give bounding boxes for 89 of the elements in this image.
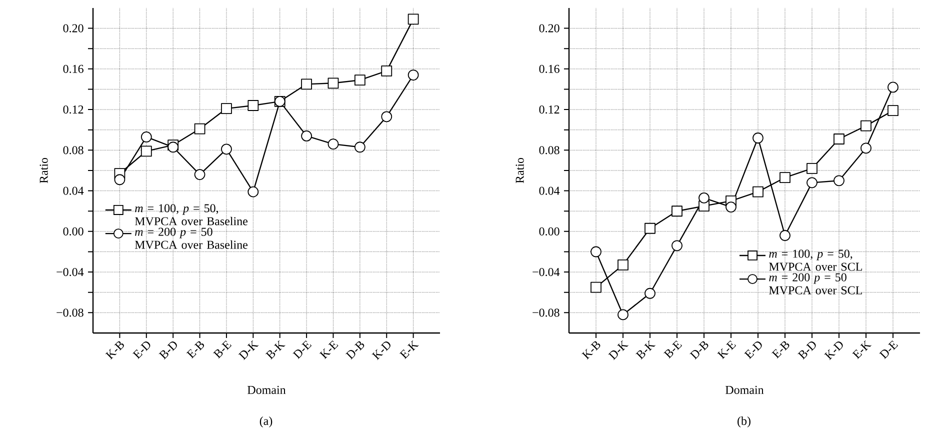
y-tick-label: 0.20 <box>63 24 84 32</box>
point <box>194 169 206 180</box>
x-tick-label: K-E <box>717 340 736 360</box>
x-tick-label: B-D <box>798 341 816 360</box>
point <box>644 288 656 299</box>
point <box>408 70 419 80</box>
point <box>354 142 366 153</box>
point <box>618 309 628 320</box>
legend-label: m = 200 p = 50 MVPCA over Baseline <box>134 228 248 249</box>
point <box>860 120 872 132</box>
y-tick-label: 0.04 <box>63 186 84 195</box>
y-tick-label: 0.20 <box>539 24 560 32</box>
point <box>780 230 790 241</box>
point <box>194 123 206 134</box>
point <box>806 163 818 174</box>
point <box>698 192 710 204</box>
x-tick-label: E-D <box>744 341 762 360</box>
y-axis-title: Ratio <box>516 158 524 184</box>
x-tick-label: K-D <box>372 341 390 360</box>
x-tick-label: K-B <box>105 341 124 360</box>
x-tick-label: B-E <box>213 340 232 359</box>
y-tick-label: 0.16 <box>63 64 84 74</box>
x-tick-label: E-K <box>852 340 872 360</box>
point <box>752 132 764 144</box>
point <box>248 186 259 198</box>
y-tick-label: 0.04 <box>539 186 560 195</box>
point <box>381 111 392 122</box>
x-tick-label: B-D <box>158 341 177 360</box>
text: (a) <box>260 416 272 428</box>
point <box>408 14 419 25</box>
point <box>221 103 232 114</box>
point <box>726 202 736 212</box>
x-tick-label: D-B <box>690 341 708 360</box>
y-tick-label: 0.08 <box>539 146 560 154</box>
point <box>834 134 844 144</box>
point <box>301 130 312 142</box>
point <box>780 172 790 184</box>
y-tick-label: −0.04 <box>56 268 84 276</box>
point <box>248 100 259 111</box>
point <box>860 142 872 154</box>
point <box>888 105 898 116</box>
point <box>834 175 844 186</box>
x-tick-label: D-E <box>879 340 898 360</box>
x-tick-label: B-K <box>636 340 656 360</box>
point <box>221 144 232 155</box>
y-tick-label: −0.08 <box>532 308 560 317</box>
x-tick-label: D-B <box>346 341 364 360</box>
y-tick-label: 0.12 <box>63 105 84 114</box>
x-axis-title: Domain <box>726 386 764 394</box>
x-tick-label: D-K <box>608 340 628 360</box>
point <box>672 240 682 252</box>
point <box>888 82 898 93</box>
point <box>114 174 126 186</box>
y-tick-label: −0.04 <box>532 268 560 276</box>
x-tick-label: E-B <box>186 341 204 359</box>
x-tick-label: K-D <box>824 341 843 360</box>
x-tick-label: E-B <box>772 341 790 359</box>
point <box>644 222 656 234</box>
point <box>672 206 682 217</box>
y-tick-label: 0.00 <box>539 227 560 236</box>
x-tick-label: D-K <box>238 340 259 360</box>
y-tick-label: −0.08 <box>56 308 84 317</box>
y-tick-label: 0.16 <box>539 64 560 74</box>
y-tick-label: 0.12 <box>539 105 560 114</box>
point <box>140 146 152 157</box>
x-tick-label: K-B <box>582 341 600 360</box>
y-axis-title: Ratio <box>40 158 48 184</box>
point <box>590 246 602 258</box>
x-tick-label: K-E <box>319 340 338 360</box>
x-tick-label: E-K <box>399 340 419 360</box>
point <box>590 282 602 293</box>
x-tick-label: E-D <box>132 341 150 360</box>
x-axis-title: Domain <box>248 386 286 394</box>
x-tick-label: B-E <box>664 340 682 359</box>
point <box>328 78 339 89</box>
point <box>140 132 152 142</box>
x-tick-label: B-K <box>265 340 286 360</box>
point <box>806 177 818 188</box>
point <box>328 138 339 150</box>
y-tick-label: 0.08 <box>63 146 84 154</box>
point <box>381 66 392 76</box>
point <box>618 259 628 270</box>
point <box>752 186 764 198</box>
text: (b) <box>738 416 750 428</box>
point <box>354 74 366 86</box>
y-tick-label: 0.00 <box>63 227 84 236</box>
legend-label: m = 200 p = 50 MVPCA over SCL <box>769 273 862 294</box>
point <box>301 78 312 90</box>
x-tick-label: D-E <box>292 340 312 360</box>
